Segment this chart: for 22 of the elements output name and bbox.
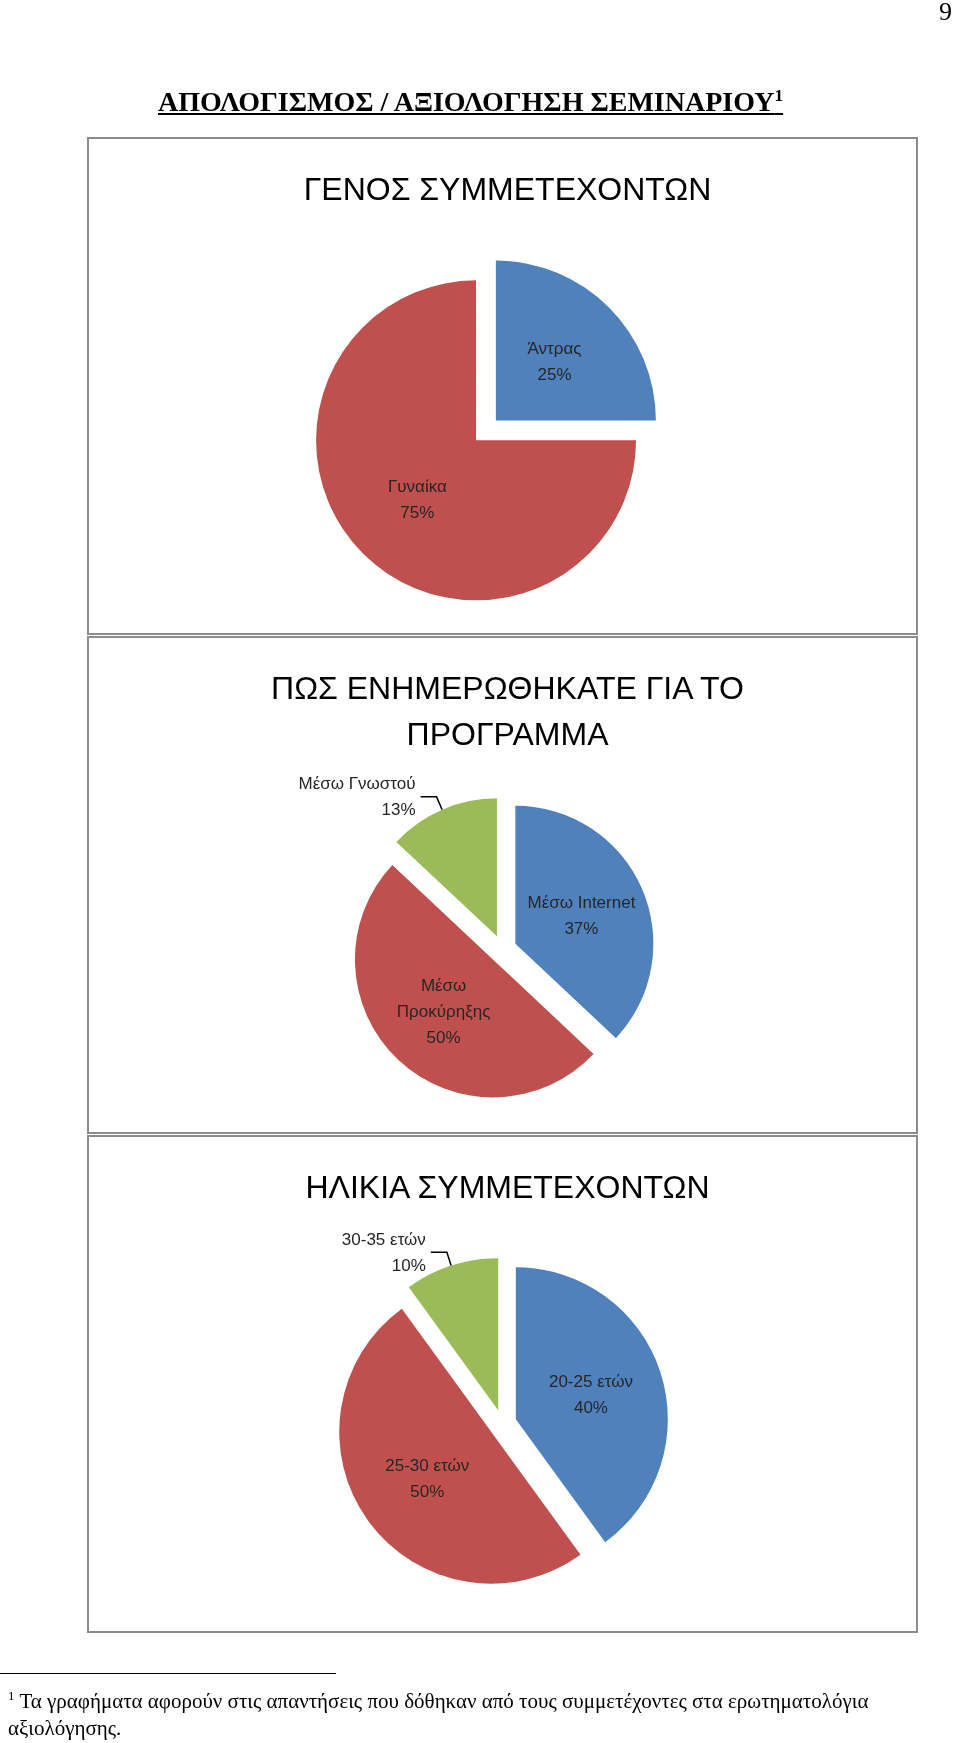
text: ΑΠΟΛΟΓΙΣΜΟΣ / ΑΞΙΟΛΟΓΗΣΗ ΣΕΜΙΝΑΡΙΟΥ$^{1}$	[158, 85, 784, 118]
slice-label: 25-30 ετών	[385, 1455, 470, 1475]
data-label: 10%	[391, 1255, 426, 1275]
data-label: 25%	[537, 365, 572, 385]
slice-label: 20-25 ετών	[548, 1372, 633, 1392]
text: 9	[939, 0, 952, 27]
chart-title: ΗΛΙΚΙΑ ΣΥΜΜΕΤΕΧΟΝΤΩΝ	[305, 1169, 710, 1205]
slice-label: 30-35 ετών	[341, 1229, 426, 1249]
slice-label: Γυναίκα	[387, 476, 447, 496]
text: $^{1}$ Τα γραφήματα αφορούν στις απαντήσεις που δόθηκαν από τους συμμετέχοντες στα ερωτηματολόγια αξιολόγησης.	[8, 1688, 870, 1742]
slice-label: Άντρας	[527, 339, 582, 359]
chart-title: ΠΩΣ ΕΝΗΜΕΡΩΘΗΚΑΤΕ ΓΙΑ ΤΟ ΠΡΟΓΡΑΜΜΑ	[271, 670, 744, 752]
data-label: 13%	[381, 800, 416, 820]
data-label: 75%	[400, 502, 435, 522]
data-label: 50%	[426, 1028, 461, 1048]
slice-label: Μέσω Internet	[527, 892, 636, 912]
chart-title: ΓΕΝΟΣ ΣΥΜΜΕΤΕΧΟΝΤΩΝ	[303, 171, 712, 207]
slice-label: Μέσω Προκύρηξης	[396, 976, 491, 1022]
slice-label: Μέσω Γνωστού	[298, 774, 416, 794]
data-label: 50%	[410, 1481, 445, 1501]
data-label: 40%	[573, 1398, 608, 1418]
data-label: 37%	[564, 918, 599, 938]
